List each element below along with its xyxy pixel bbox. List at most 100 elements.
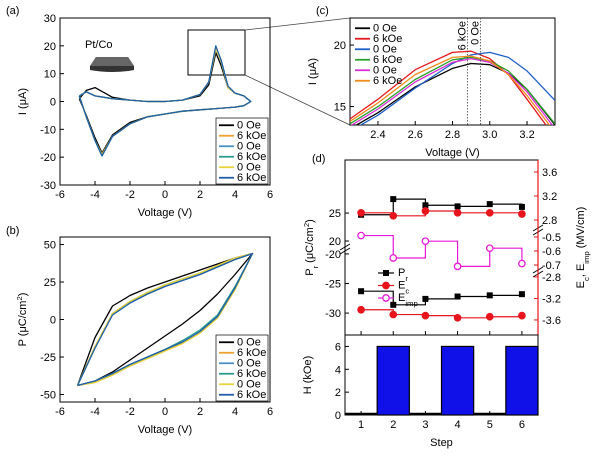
marker [485,208,494,217]
x-tick-label: -4 [90,406,100,418]
marker [357,305,365,314]
y-axis-label: P (μC/cm2) [15,293,30,347]
y-tick-label: -25 [325,279,341,291]
label-part: P (μC/cm [17,301,29,347]
y-tick-label: 25 [44,277,56,289]
y-tick-label: 20 [329,236,341,248]
marker [518,210,526,218]
y-tick-label: 0 [50,97,56,109]
legend-label: 6 kOe [237,172,266,184]
marker [357,231,365,240]
legend-label: 0 Oe [237,378,261,390]
marker [390,196,397,203]
x-tick-label: 5 [487,419,493,431]
label-part: 2 [15,296,24,300]
y-tick-label: -30 [325,308,341,320]
marker [422,295,429,302]
y-tick-label: 0 [335,410,341,422]
x-axis-label: Voltage (V) [138,207,192,219]
x-tick-label: 0 [162,406,168,418]
series-line [350,57,554,125]
legend-label: 6 kOe [237,389,266,401]
marker [389,310,398,319]
marker [421,311,430,320]
y-tick-label: -30 [40,180,56,192]
marker [454,203,461,210]
legend-label: 6 kOe [373,54,402,66]
panel-label: (d) [312,153,325,165]
annotation-label: 0 Oe [469,21,481,45]
panel-label: (c) [316,5,329,17]
x-tick-label: 2 [390,419,396,431]
legend-label: 6 kOe [373,75,402,87]
y-axis-label: Pr (μC/cm2) [302,219,320,276]
y-axis-label: H (kOe) [302,356,314,395]
label-part: ) [17,293,29,297]
series-line [350,56,555,125]
y-tick-label: 20 [44,41,56,53]
y-tick-label: 2 [335,387,341,399]
marker [453,208,462,217]
marker [518,291,525,298]
series-line [350,55,551,125]
marker [454,293,461,300]
x-axis-label: Voltage (V) [425,147,479,159]
x-tick-label: 2 [197,406,203,418]
label-part: P [398,267,405,279]
y-tick-label: 4 [335,364,341,376]
x-tick-label: -6 [55,406,65,418]
label-part: , E [575,264,587,277]
y-axis-label: I (μA) [307,58,319,85]
series-line [78,45,252,157]
marker [453,262,462,271]
label-part: 2 [302,223,311,227]
annotation-label: 6 kOe [456,21,468,50]
y-tick-label: -20 [40,152,56,164]
label-part: P [304,268,316,275]
x-tick-label: 0 [162,189,168,201]
legend-label: Pr [398,267,408,283]
marker [422,202,429,209]
marker [485,312,494,321]
x-tick-label: 4 [232,189,238,201]
zoom-box [187,29,246,76]
y-tick-label: -3.2 [542,293,561,305]
legend-label: 6 kOe [237,347,266,359]
marker [382,281,390,290]
marker [358,288,365,295]
x-tick-label: 1 [358,419,364,431]
marker [389,211,398,220]
x-tick-label: -2 [125,406,135,418]
x-tick-label: 6 [267,406,273,418]
y-tick-label: -3.6 [542,315,561,327]
label-part: (MV/cm) [575,207,587,252]
marker [421,207,430,215]
marker [382,294,390,302]
label-part: E [398,280,405,292]
x-tick-label: 4 [232,406,238,418]
label-part: E [575,281,587,288]
legend-box [215,117,269,185]
legend-label: 0 Oe [373,64,397,76]
label-part: (μC/cm [304,227,316,266]
y-tick-label: 20 [334,40,346,52]
marker [518,259,526,268]
y-tick-label: -25 [40,352,56,364]
label-part: c [582,277,591,281]
y2-axis-label: Ec, Eimp (MV/cm) [575,207,591,289]
marker [383,270,389,276]
legend-label: 0 Oe [373,43,397,55]
marker [421,237,430,246]
x-tick-label: 6 [519,419,525,431]
y-tick-label: 10 [44,69,56,81]
legend-label: 0 Oe [373,22,397,34]
x-tick-label: -6 [55,189,65,201]
x-tick-label: -2 [125,189,135,201]
legend-label: 0 Oe [237,357,261,369]
y-tick-label: -0.7 [542,260,561,272]
y-tick-label: -20 [325,249,341,261]
marker [390,301,397,308]
y-axis-label: I (μA) [17,88,29,115]
x-tick-label: 3.2 [519,129,534,141]
